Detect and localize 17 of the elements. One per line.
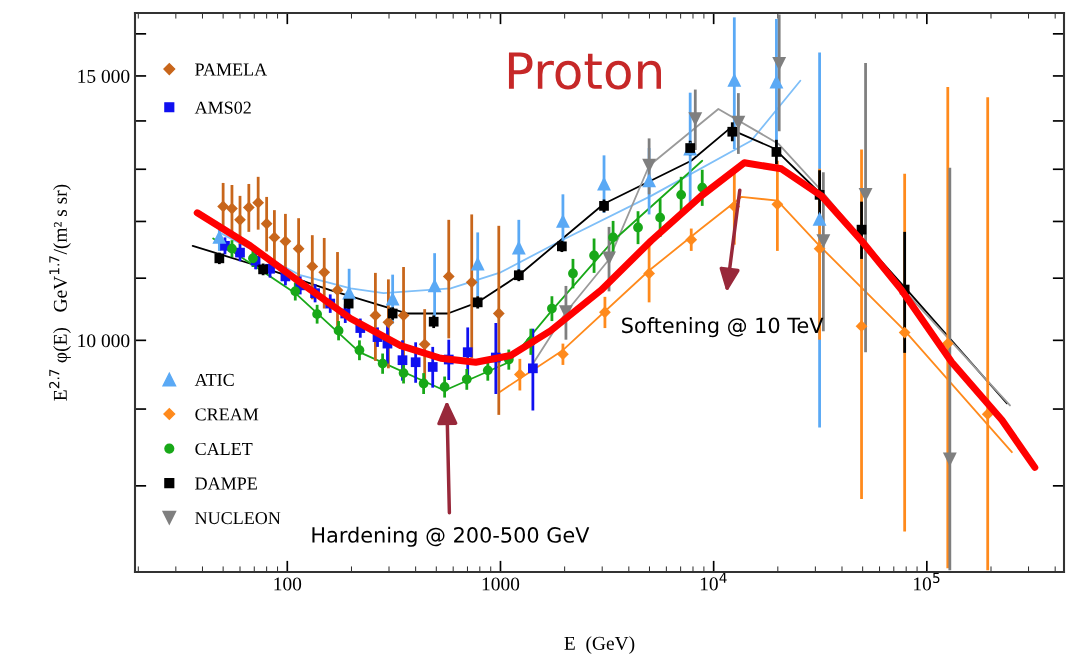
x-axis-title: E (GeV) (564, 636, 635, 654)
x-tick-label: 10$^{5}$ (914, 572, 940, 591)
legend-label: ATIC (194, 373, 234, 386)
y-tick-label: 15 000 (78, 69, 130, 83)
x-tick-label: 10$^{4}$ (700, 572, 727, 591)
legend-label: AMS02 (194, 101, 251, 114)
legend-label: NUCLEON (195, 512, 281, 525)
annotation: Hardening @ 200-500 GeV (312, 526, 590, 547)
y-axis-title: E$^{2.7}$ φ(E) GeV$^{1.7}$/(m² s sr) (49, 184, 71, 401)
x-tick-label: 1000 (482, 577, 520, 591)
y-tick-label: 10 000 (78, 334, 130, 348)
legend-label: CALET (195, 442, 253, 456)
x-tick-label: 100 (274, 577, 302, 591)
legend-label: DAMPE (195, 477, 257, 490)
legend-label: PAMELA (195, 63, 268, 76)
text: Proton (508, 52, 661, 90)
legend-label: CREAM (195, 408, 259, 421)
